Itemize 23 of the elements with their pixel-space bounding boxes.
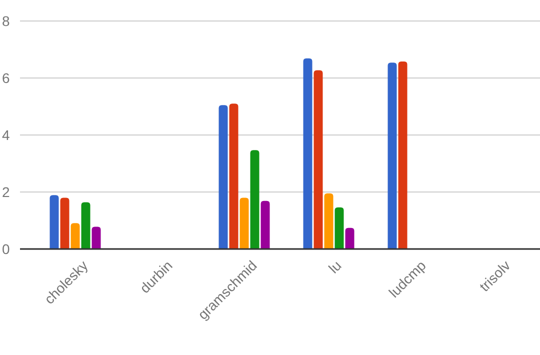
bar <box>50 195 59 249</box>
bar <box>229 104 238 249</box>
bar <box>345 228 354 249</box>
bar <box>388 62 397 249</box>
bar <box>240 198 249 249</box>
y-tick-label: 4 <box>2 126 10 143</box>
bar <box>218 105 228 249</box>
bar <box>324 193 334 249</box>
bar <box>60 198 70 249</box>
y-tick-label: 0 <box>2 240 10 257</box>
bar <box>70 223 80 249</box>
y-tick-label: 6 <box>2 70 10 86</box>
bar <box>334 207 344 249</box>
bar <box>250 150 260 249</box>
y-tick-label: 2 <box>2 184 10 200</box>
bar <box>314 70 323 249</box>
bar <box>81 202 90 249</box>
bar <box>303 58 312 249</box>
bar <box>92 226 101 249</box>
bar <box>260 200 270 249</box>
bar <box>398 61 408 249</box>
x-tick-label: lu <box>325 257 344 276</box>
y-tick-label: 8 <box>2 12 10 29</box>
